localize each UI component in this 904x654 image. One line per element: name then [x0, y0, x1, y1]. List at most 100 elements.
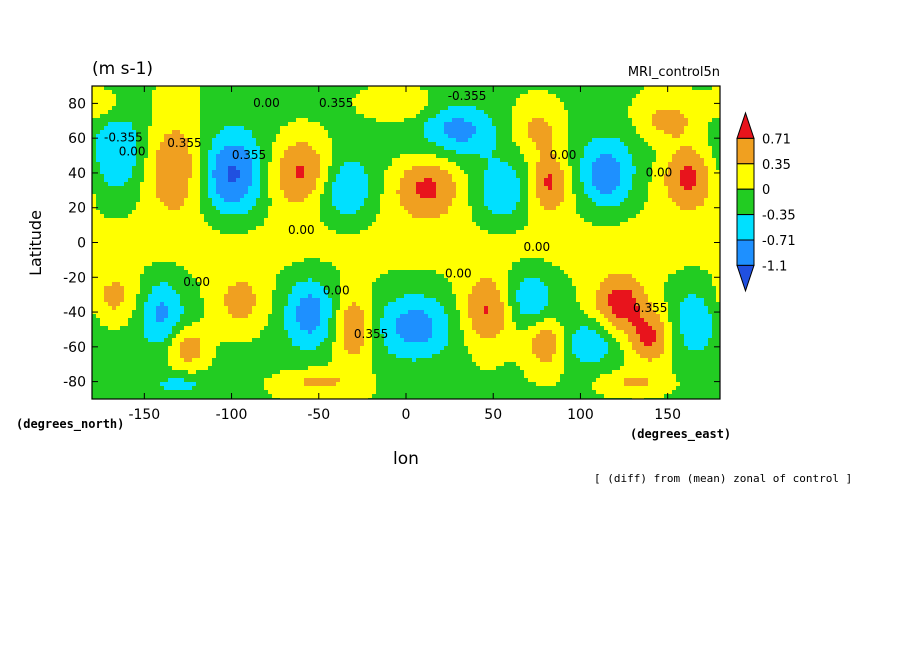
- heatmap-cell: [180, 382, 185, 387]
- heatmap-cell: [184, 150, 189, 155]
- heatmap-cell: [212, 282, 217, 287]
- heatmap-cell: [276, 250, 281, 255]
- heatmap-cell: [288, 354, 293, 359]
- heatmap-cell: [324, 254, 329, 259]
- heatmap-cell: [288, 298, 293, 303]
- heatmap-cell: [240, 222, 245, 227]
- heatmap-cell: [168, 370, 173, 375]
- heatmap-cell: [340, 374, 345, 379]
- heatmap-cell: [184, 282, 189, 287]
- heatmap-cell: [228, 254, 233, 259]
- heatmap-cell: [292, 202, 297, 207]
- heatmap-cell: [248, 370, 253, 375]
- heatmap-cell: [236, 102, 241, 107]
- heatmap-cell: [336, 234, 341, 239]
- heatmap-cell: [236, 222, 241, 227]
- heatmap-cell: [144, 254, 149, 259]
- heatmap-cell: [228, 170, 233, 175]
- heatmap-cell: [208, 330, 213, 335]
- heatmap-cell: [188, 326, 193, 331]
- heatmap-cell: [200, 130, 205, 135]
- heatmap-cell: [164, 190, 169, 195]
- heatmap-cell: [184, 114, 189, 119]
- heatmap-cell: [180, 342, 185, 347]
- heatmap-cell: [152, 338, 157, 343]
- heatmap-cell: [272, 210, 277, 215]
- heatmap-cell: [228, 182, 233, 187]
- heatmap-cell: [108, 98, 113, 103]
- heatmap-cell: [140, 330, 145, 335]
- heatmap-cell: [184, 306, 189, 311]
- heatmap-cell: [272, 190, 277, 195]
- heatmap-cell: [180, 198, 185, 203]
- heatmap-cell: [276, 338, 281, 343]
- heatmap-cell: [224, 318, 229, 323]
- heatmap-cell: [136, 210, 141, 215]
- heatmap-cell: [312, 262, 317, 267]
- heatmap-cell: [108, 94, 113, 99]
- heatmap-cell: [208, 190, 213, 195]
- heatmap-cell: [136, 106, 141, 111]
- heatmap-cell: [336, 194, 341, 199]
- heatmap-cell: [164, 262, 169, 267]
- heatmap-cell: [296, 182, 301, 187]
- heatmap-cell: [332, 314, 337, 319]
- heatmap-cell: [236, 366, 241, 371]
- heatmap-cell: [324, 146, 329, 151]
- heatmap-cell: [300, 154, 305, 159]
- heatmap-cell: [256, 126, 261, 131]
- heatmap-cell: [340, 358, 345, 363]
- heatmap-cell: [280, 314, 285, 319]
- heatmap-cell: [332, 326, 337, 331]
- heatmap-cell: [156, 194, 161, 199]
- heatmap-cell: [316, 178, 321, 183]
- heatmap-cell: [164, 126, 169, 131]
- heatmap-cell: [164, 122, 169, 127]
- heatmap-cell: [244, 310, 249, 315]
- heatmap-cell: [192, 122, 197, 127]
- heatmap-cell: [308, 310, 313, 315]
- heatmap-cell: [252, 238, 257, 243]
- heatmap-cell: [216, 362, 221, 367]
- heatmap-cell: [272, 350, 277, 355]
- heatmap-cell: [340, 298, 345, 303]
- heatmap-cell: [92, 266, 97, 271]
- heatmap-cell: [272, 290, 277, 295]
- heatmap-cell: [148, 262, 153, 267]
- heatmap-cell: [100, 362, 105, 367]
- heatmap-cell: [120, 150, 125, 155]
- heatmap-cell: [212, 182, 217, 187]
- heatmap-cell: [248, 114, 253, 119]
- heatmap-cell: [244, 126, 249, 131]
- heatmap-cell: [240, 314, 245, 319]
- heatmap-cell: [120, 98, 125, 103]
- heatmap-cell: [252, 166, 257, 171]
- heatmap-cell: [320, 342, 325, 347]
- heatmap-cell: [140, 86, 145, 91]
- heatmap-cell: [240, 94, 245, 99]
- heatmap-cell: [100, 258, 105, 263]
- heatmap-cell: [304, 130, 309, 135]
- heatmap-cell: [256, 258, 261, 263]
- heatmap-cell: [216, 238, 221, 243]
- heatmap-cell: [336, 214, 341, 219]
- heatmap-cell: [264, 210, 269, 215]
- heatmap-cell: [308, 210, 313, 215]
- heatmap-cell: [212, 102, 217, 107]
- heatmap-cell: [340, 278, 345, 283]
- heatmap-cell: [284, 274, 289, 279]
- heatmap-cell: [236, 374, 241, 379]
- heatmap-cell: [220, 334, 225, 339]
- heatmap-cell: [280, 370, 285, 375]
- heatmap-cell: [164, 182, 169, 187]
- heatmap-cell: [280, 302, 285, 307]
- heatmap-cell: [272, 86, 277, 91]
- heatmap-cell: [128, 150, 133, 155]
- heatmap-cell: [188, 310, 193, 315]
- heatmap-cell: [264, 222, 269, 227]
- heatmap-cell: [128, 166, 133, 171]
- heatmap-cell: [304, 182, 309, 187]
- heatmap-cell: [116, 306, 121, 311]
- heatmap-cell: [156, 370, 161, 375]
- heatmap-cell: [256, 226, 261, 231]
